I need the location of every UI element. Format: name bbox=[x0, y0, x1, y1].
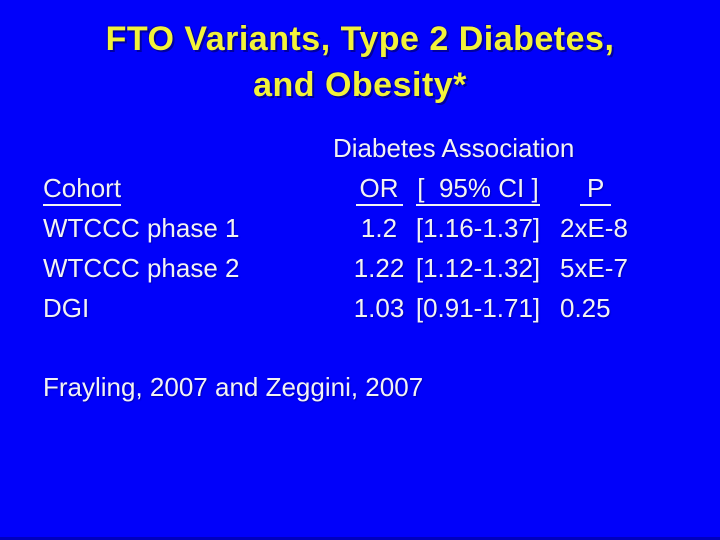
citation-footnote: Frayling, 2007 and Zeggini, 2007 bbox=[43, 372, 424, 402]
association-table: Diabetes Association Cohort OR [ 95% CI … bbox=[43, 128, 703, 328]
slide-title-line2: and Obesity* bbox=[253, 66, 467, 104]
cell-cohort: DGI bbox=[43, 293, 90, 323]
slide-bottom-edge bbox=[0, 537, 720, 540]
cell-p: 5xE-7 bbox=[560, 253, 628, 283]
cell-ci: [1.16-1.37] bbox=[415, 213, 541, 243]
table-row: DGI 1.03 [0.91-1.71] 0.25 bbox=[43, 288, 703, 328]
cell-ci: [1.12-1.32] bbox=[415, 253, 541, 283]
header-or: OR bbox=[350, 168, 408, 208]
table-header-row: Cohort OR [ 95% CI ] P bbox=[43, 168, 703, 208]
header-cohort-label: Cohort bbox=[43, 172, 122, 206]
header-ci-label: [ 95% CI ] bbox=[416, 172, 540, 206]
slide-title: FTO Variants, Type 2 Diabetes, and Obesi… bbox=[0, 16, 720, 108]
cell-cohort: WTCCC phase 2 bbox=[43, 253, 240, 283]
header-ci: [ 95% CI ] bbox=[408, 168, 548, 208]
header-p-label: P bbox=[580, 172, 612, 206]
table-row: WTCCC phase 1 1.2 [1.16-1.37] 2xE-8 bbox=[43, 208, 703, 248]
cell-or: 1.22 bbox=[353, 253, 405, 283]
cell-p: 0.25 bbox=[560, 293, 611, 323]
cell-or: 1.2 bbox=[360, 213, 398, 243]
cell-cohort: WTCCC phase 1 bbox=[43, 213, 240, 243]
cell-ci: [0.91-1.71] bbox=[415, 293, 541, 323]
header-cohort: Cohort bbox=[43, 168, 350, 208]
table-caption: Diabetes Association bbox=[333, 133, 575, 163]
header-or-label: OR bbox=[355, 172, 403, 206]
cell-or: 1.03 bbox=[353, 293, 405, 323]
table-row: WTCCC phase 2 1.22 [1.12-1.32] 5xE-7 bbox=[43, 248, 703, 288]
header-p: P bbox=[548, 168, 698, 208]
slide-title-line1: FTO Variants, Type 2 Diabetes, bbox=[105, 20, 615, 58]
cell-p: 2xE-8 bbox=[560, 213, 628, 243]
